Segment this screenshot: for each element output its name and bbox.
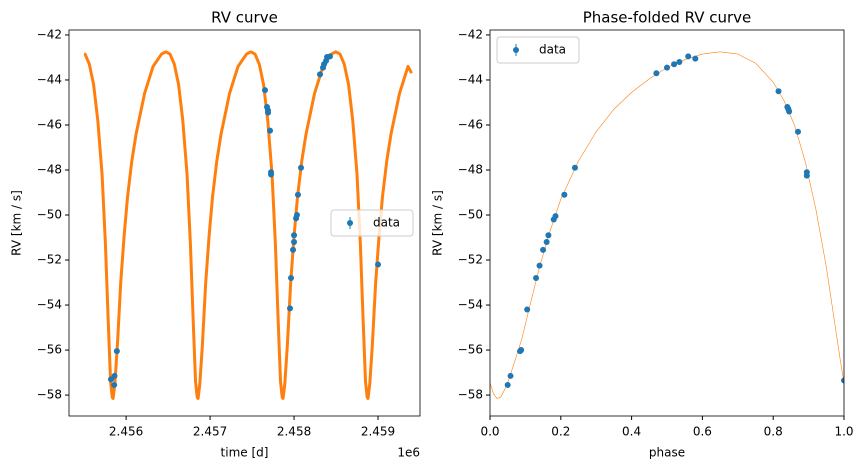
model-line [490,51,844,399]
data-point [664,64,670,71]
data-point [291,232,298,239]
y-tick-label: −44 [37,72,62,86]
data-point [504,381,511,388]
data-point [287,305,294,312]
data-point [111,372,118,379]
y-tick-label: −56 [37,343,62,357]
data-point [326,53,333,60]
data-point [261,87,268,94]
data-point [653,70,660,77]
y-axis-label: RV [km / s] [431,190,445,256]
data-point [552,213,559,220]
data-point [676,58,683,65]
subplot: 2.456 2.457 2.458 2.459 −58 −56 −54 −52 −50 −48 −4… [10,9,421,460]
legend-box [330,209,414,237]
data-point [775,88,782,95]
data-point [507,372,514,379]
data-point [288,275,295,282]
data-point [291,239,298,246]
legend-marker [513,47,519,53]
data-point [375,261,382,268]
data-point [294,191,301,198]
legend-label: data [539,43,566,57]
x-tick-label: 1.0 [834,425,853,439]
data-point [316,71,323,78]
axes-frame [68,29,421,417]
data-point [692,55,699,62]
data-point [265,109,272,116]
data-point [545,232,552,239]
y-tick-label: −52 [458,253,483,267]
y-tick-label: −52 [37,253,62,267]
x-tick-label: 2.459 [361,425,395,439]
y-tick-label: −50 [37,208,62,222]
y-axis-label: RV [km / s] [10,190,24,256]
data-point [540,246,547,253]
data-point [536,262,543,269]
x-tick-label: 0.2 [551,425,570,439]
x-tick-label: 0.8 [764,425,783,439]
subplot: 0.0 0.2 0.4 0.6 0.8 1.0 −58 −56 −54 −52 −50 −48 −46 −… [431,9,854,460]
x-axis-label: phase [649,446,685,460]
y-tick-label: −46 [37,117,62,131]
data-point [518,347,525,354]
y-tick-label: −58 [458,388,483,402]
plot-area [490,30,844,416]
legend-box [496,36,580,64]
data-point [290,246,297,253]
marks [490,51,844,399]
chart-title: RV curve [211,9,278,27]
data-point [803,172,810,179]
axes-frame [489,29,845,417]
data-point [786,108,793,115]
data-point [113,348,120,355]
data-point [685,53,692,60]
data-point [671,61,678,68]
y-tick-label: −44 [458,72,483,86]
model-line [83,50,413,400]
data-point [841,377,844,384]
data-point [794,128,801,135]
data-point [267,127,274,134]
legend-label: data [373,216,400,230]
marks [83,50,413,400]
data-point [533,275,540,282]
data-point [268,171,275,178]
y-tick-label: −54 [458,298,483,312]
legend-marker [347,220,353,226]
y-tick-label: −50 [458,208,483,222]
y-tick-label: −54 [37,298,62,312]
data-point [524,306,531,313]
chart-title: Phase-folded RV curve [583,9,752,27]
legend: data [496,36,580,64]
x-offset-label: 1e6 [397,446,420,460]
legend: data [330,209,414,237]
y-tick-label: −48 [458,162,483,176]
data-point [543,239,550,246]
data-point [111,381,118,388]
y-tick-label: −48 [37,162,62,176]
y-tick-label: −56 [458,343,483,357]
data-point [293,212,300,219]
y-tick-label: −42 [458,27,483,41]
x-axis-label: time [d] [221,446,269,460]
y-tick-label: −58 [37,388,62,402]
y-tick-label: −46 [458,117,483,131]
x-tick-label: 0.6 [693,425,712,439]
data-point [571,164,578,171]
data-point [298,164,305,171]
x-tick-label: 2.457 [193,425,227,439]
x-tick-label: 2.456 [109,425,143,439]
x-tick-label: 2.458 [277,425,311,439]
x-tick-label: 0.4 [622,425,641,439]
x-tick-label: 0.0 [480,425,499,439]
y-tick-label: −42 [37,27,62,41]
data-point [561,191,568,198]
